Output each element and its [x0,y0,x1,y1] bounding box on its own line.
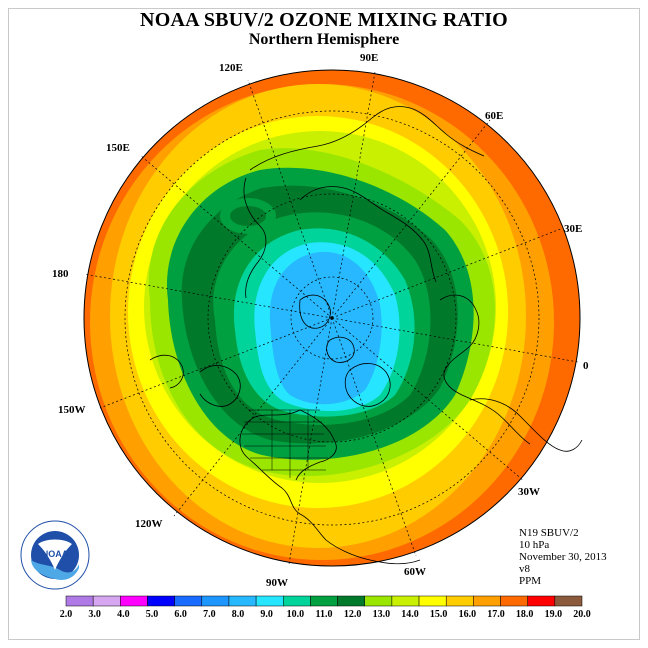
colorbar-tick-label: 12.0 [343,609,362,620]
colorbar-tick-label: 11.0 [315,609,333,620]
coast-greenland [344,363,391,407]
meridian-30e [331,227,564,319]
colorbar-tick-label: 7.0 [203,609,216,620]
band-7 [269,251,382,405]
us-state-grid [242,409,328,478]
colorbar-tick-label: 20.0 [573,609,591,620]
meridian-90e [331,71,376,319]
colorbar-tick-label: 9.0 [260,609,273,620]
colorbar-swatch [174,595,203,607]
lat-circle-60 [207,193,457,443]
colorbar-tick-label: 19.0 [544,609,563,620]
lon-label-60w: 60W [404,566,426,578]
ozone-field [84,70,580,566]
meridian-60w [331,317,417,557]
colorbar-tick-label: 13.0 [372,609,391,620]
colorbar-swatch [310,595,338,607]
colorbar-swatch [255,595,284,607]
map-border [83,69,581,567]
colorbar-swatch [527,595,556,607]
meridian-120w [173,317,333,517]
meridian-150e [139,154,333,319]
colorbar-swatch [201,595,230,607]
colorbar-swatch [418,595,447,607]
colorbar-tick-label: 10.0 [286,609,305,620]
colorbar-swatch [391,595,420,607]
coast-north-america [239,409,421,565]
coast-asia-inner [299,186,437,283]
noaa-logo: NOAA [20,520,90,590]
colorbar-swatch [120,595,148,607]
coast-alaska-2 [149,354,184,389]
meridian-30w [331,317,525,482]
lon-label-30w: 30W [518,486,540,498]
meridian-60e [331,119,491,319]
colorbar-tick-label: 4.0 [117,609,130,620]
lon-label-150w: 150W [58,404,86,416]
colorbar-swatch [445,595,474,607]
coast-europe [439,294,531,445]
lat-circle-80 [290,276,374,360]
colorbar-tick-label: 2.0 [59,609,73,620]
colorbar-swatch [147,595,175,607]
colorbar-swatch [364,595,393,607]
meridian-0 [331,317,579,363]
colorbar-swatch [228,595,257,607]
date-text: November 30, 2013 [519,551,607,563]
colorbar-tick-label: 6.0 [174,609,187,620]
coast-arctic-islands-2 [326,336,355,363]
pressure-level-text: 10 hPa [519,539,550,551]
map-title: NOAA SBUV/2 OZONE MIXING RATIO [140,9,508,31]
colorbar-tick-label: 16.0 [458,609,477,620]
lon-label-150e: 150E [106,142,130,154]
meridian-90w [288,317,333,565]
coast-asia [249,106,485,171]
meridian-150w [99,317,333,409]
lon-label-60e: 60E [485,110,504,122]
colorbar-swatch [65,595,94,607]
colorbar-tick-label: 14.0 [401,609,419,620]
coastlines [149,106,583,565]
colorbar-tick-label: 15.0 [429,609,448,620]
coast-africa [469,398,583,452]
map-subtitle: Northern Hemisphere [248,31,400,48]
lon-label-120w: 120W [135,518,163,530]
lon-label-180: 180 [52,268,69,280]
colorbar-swatch [554,595,583,607]
colorbar-swatch [500,595,528,607]
figure-frame [8,8,640,640]
colorbar-tick-label: 8.0 [231,609,245,620]
lon-label-90e: 90E [360,52,379,64]
lon-label-0: 0 [583,360,589,372]
coast-alaska [199,365,241,407]
noaa-logo-text: NOAA [42,549,69,559]
metadata-block: N19 SBUV/2 10 hPa November 30, 2013 v8 P… [519,527,607,587]
version-text: v8 [519,563,530,575]
meridian-180 [83,273,333,319]
colorbar-swatch [92,595,121,607]
lon-label-120e: 120E [219,62,243,74]
colorbar-swatch [473,595,501,607]
colorbar-tick-label: 18.0 [515,609,534,620]
graticule [83,71,579,565]
colorbar-tick-label: 5.0 [145,609,159,620]
satellite-text: N19 SBUV/2 [519,527,579,539]
coast-arctic-islands [299,294,331,329]
coast-east-asia [243,177,267,299]
colorbar-swatch [283,595,311,607]
band-11-islet [230,206,266,226]
colorbar-tick-label: 3.0 [88,609,101,620]
colorbar-swatch [337,595,365,607]
colorbar-tick-label: 17.0 [487,609,505,620]
colorbar [65,595,583,607]
lat-circle-40 [124,110,540,526]
units-text: PPM [519,575,542,587]
lon-label-30e: 30E [564,223,583,235]
meridian-120e [247,79,333,319]
lon-label-90w: 90W [266,577,288,589]
